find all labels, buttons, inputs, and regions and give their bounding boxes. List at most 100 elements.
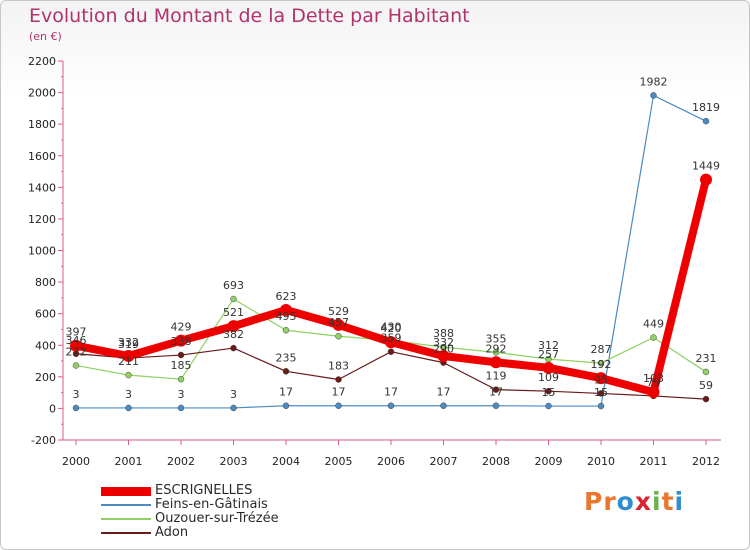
x-tick-label: 2003 [220, 455, 248, 468]
chart-legend: ESCRIGNELLES Feins-en-Gâtinais Ouzouer-s… [101, 484, 279, 540]
data-label: 420 [381, 322, 402, 335]
data-point [125, 371, 132, 379]
data-label: 529 [328, 305, 349, 318]
legend-label: Adon [155, 525, 189, 540]
data-point [650, 92, 657, 99]
data-label: 292 [486, 342, 507, 355]
data-label: 185 [171, 359, 192, 372]
data-label: 17 [332, 386, 346, 399]
y-tick-label: 1400 [28, 181, 56, 194]
data-label: 449 [643, 318, 664, 331]
data-label: 382 [223, 328, 244, 341]
data-label: 17 [279, 386, 293, 399]
data-point [175, 334, 187, 347]
data-point [282, 326, 290, 334]
data-label: 17 [489, 386, 503, 399]
legend-label: Ouzouer-sur-Trézée [155, 511, 279, 526]
data-point [282, 368, 290, 375]
data-point [72, 404, 80, 412]
legend-item-adon: Adon [101, 526, 279, 540]
x-tick-label: 2001 [115, 455, 143, 468]
data-point [280, 304, 292, 317]
data-label: 287 [591, 343, 612, 356]
data-label: 15 [594, 386, 608, 399]
data-label: 332 [118, 336, 139, 349]
data-label: 1819 [692, 101, 720, 114]
logo-letter: i [652, 487, 662, 516]
data-point [597, 390, 605, 397]
data-label: 3 [230, 388, 237, 401]
data-point [490, 356, 502, 369]
data-label: 338 [171, 335, 192, 348]
data-label: 397 [66, 326, 87, 339]
data-label: 521 [223, 306, 244, 319]
data-point [335, 332, 342, 340]
x-tick-label: 2006 [377, 455, 405, 468]
data-label: 103 [643, 372, 664, 385]
legend-swatch [101, 504, 151, 506]
data-label: 59 [699, 379, 713, 392]
data-label: 235 [276, 351, 297, 364]
data-label: 1982 [640, 75, 668, 88]
y-tick-label: 1600 [28, 150, 56, 163]
data-label: 312 [538, 339, 559, 352]
data-point [227, 320, 240, 333]
y-tick-label: 0 [49, 402, 56, 415]
data-label: 3 [73, 388, 80, 401]
data-label: 3 [125, 388, 132, 401]
data-point [597, 402, 605, 410]
data-point [492, 402, 500, 409]
data-point [122, 349, 135, 362]
data-point [650, 334, 657, 341]
data-label: 332 [433, 336, 454, 349]
data-label: 231 [696, 352, 717, 365]
data-point [545, 387, 552, 395]
x-tick-label: 2005 [325, 455, 353, 468]
proxiti-logo: Proxiti [584, 487, 684, 516]
y-tick-label: -200 [31, 434, 56, 447]
data-point [702, 395, 710, 403]
legend-item-feins: Feins-en-Gâtinais [101, 498, 279, 512]
data-point [177, 375, 185, 383]
data-label: 192 [591, 358, 612, 371]
logo-letter: o [616, 487, 635, 516]
legend-label: ESCRIGNELLES [155, 483, 253, 498]
x-tick-label: 2000 [62, 455, 90, 468]
data-label: 388 [433, 327, 454, 340]
data-point [282, 402, 290, 409]
y-tick-label: 1800 [28, 118, 56, 131]
data-point [385, 336, 397, 349]
data-label: 272 [66, 345, 87, 358]
x-tick-label: 2010 [587, 455, 615, 468]
data-point [70, 339, 82, 352]
x-tick-label: 2004 [272, 455, 300, 468]
data-point [332, 318, 345, 331]
data-point [387, 348, 395, 355]
data-label: 3 [178, 388, 185, 401]
y-tick-label: 800 [35, 276, 56, 289]
data-label: 623 [276, 290, 297, 303]
data-label: 17 [437, 386, 451, 399]
data-label: 457 [328, 316, 349, 329]
data-label: 430 [381, 321, 402, 334]
legend-item-escrignelles: ESCRIGNELLES [101, 484, 279, 498]
data-label: 495 [276, 310, 297, 323]
x-tick-label: 2007 [430, 455, 458, 468]
x-tick-label: 2011 [640, 455, 668, 468]
data-point [177, 351, 185, 359]
x-tick-label: 2008 [482, 455, 510, 468]
logo-letter: P [584, 487, 604, 516]
data-point [440, 402, 447, 409]
logo-letter: r [603, 487, 617, 516]
data-point [125, 404, 132, 412]
data-label: 359 [381, 332, 402, 345]
logo-letter: x [634, 487, 652, 516]
data-label: 183 [328, 360, 349, 373]
y-tick-label: 2000 [28, 87, 56, 100]
data-label: 15 [542, 386, 556, 399]
data-label: 109 [538, 371, 559, 384]
x-tick-label: 2009 [535, 455, 563, 468]
x-tick-label: 2012 [692, 455, 720, 468]
